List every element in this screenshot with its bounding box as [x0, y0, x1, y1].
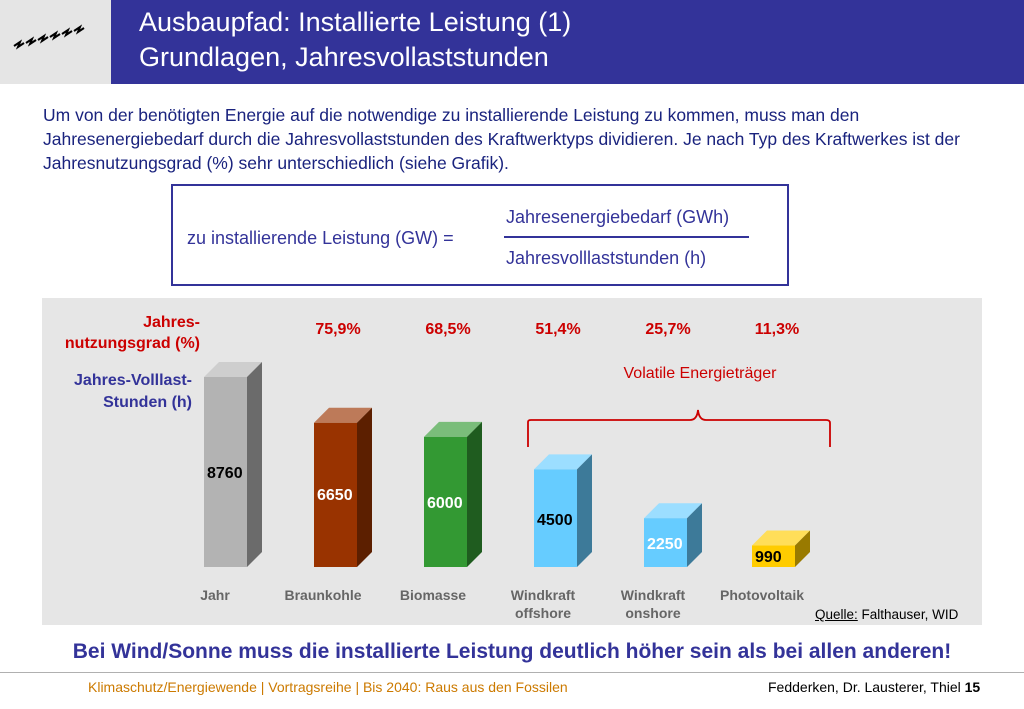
row-label-nutzungsgrad: nutzungsgrad (%) [65, 335, 200, 352]
bar-value-label: 8760 [207, 465, 243, 482]
bar-top [644, 503, 702, 519]
percent-label: 75,9% [315, 321, 360, 338]
intro-text: Um von der benötigten Energie auf die no… [43, 105, 960, 173]
volatile-label: Volatile Energieträger [624, 365, 778, 382]
bar-top [534, 454, 592, 470]
bar [204, 377, 247, 567]
bar-side [687, 503, 702, 567]
volatile-bracket [527, 409, 831, 447]
bar-side [577, 454, 592, 567]
row-label-volllast: Stunden (h) [103, 394, 192, 411]
bar [752, 545, 795, 567]
fraction-line [504, 236, 749, 238]
logo [0, 0, 111, 84]
formula-box: zu installierende Leistung (GW) = Jahres… [171, 184, 789, 286]
bar-value-label: 990 [755, 549, 782, 566]
footer-authors: Fedderken, Dr. Lausterer, Thiel 15 [768, 679, 980, 695]
bar-side [795, 530, 810, 567]
page-number: 15 [964, 679, 981, 695]
category-label: Biomasse [400, 587, 466, 603]
footer-authors-text: Fedderken, Dr. Lausterer, Thiel [768, 679, 965, 695]
percent-label: 11,3% [755, 321, 799, 338]
bar [314, 422, 357, 567]
bar-top [204, 362, 262, 377]
percent-label: 68,5% [425, 321, 470, 338]
bar-side [467, 421, 482, 567]
category-label: Windkraft [621, 587, 686, 603]
chart-background [42, 298, 982, 625]
row-label-volllast: Jahres-Volllast- [74, 372, 192, 389]
formula-numerator: Jahresenergiebedarf (GWh) [506, 207, 730, 227]
source-note: Quelle: Falthauser, WID [815, 607, 958, 622]
bar-side [247, 362, 262, 567]
bar-value-label: 6000 [427, 495, 463, 512]
page-subtitle: Grundlagen, Jahresvollaststunden [139, 42, 549, 72]
small-arrows-logo-icon [13, 24, 85, 50]
category-label: Braunkohle [284, 587, 361, 603]
bar-value-label: 2250 [647, 536, 683, 553]
category-label: offshore [515, 605, 571, 621]
header: Ausbaupfad: Installierte Leistung (1) Gr… [0, 0, 1024, 84]
bar-top [314, 407, 372, 423]
footer-series: Klimaschutz/Energiewende | Vortragsreihe… [88, 679, 568, 695]
percent-label: 25,7% [645, 321, 690, 338]
category-label: onshore [625, 605, 680, 621]
source-prefix: Quelle: [815, 607, 858, 622]
bar-side [357, 407, 372, 567]
category-label: Windkraft [511, 587, 576, 603]
percent-label: 51,4% [535, 321, 580, 338]
row-label-nutzungsgrad: Jahres- [143, 314, 200, 331]
footer-divider [0, 672, 1024, 673]
category-label: Jahr [200, 587, 230, 603]
source-text: Falthauser, WID [857, 607, 959, 622]
bar [534, 469, 577, 567]
conclusion-text: Bei Wind/Sonne muss die installierte Lei… [72, 640, 952, 663]
bar-value-label: 4500 [537, 512, 573, 529]
bar [644, 518, 687, 567]
bar-top [752, 530, 810, 546]
formula-denominator: Jahresvolllaststunden (h) [506, 248, 707, 268]
page-title: Ausbaupfad: Installierte Leistung (1) [139, 7, 572, 37]
bar [424, 436, 467, 567]
title-bar: Ausbaupfad: Installierte Leistung (1) Gr… [111, 0, 1024, 84]
category-label: Photovoltaik [720, 587, 804, 603]
formula-lhs: zu installierende Leistung (GW) = [187, 228, 454, 248]
bar-top [424, 421, 482, 437]
bar-value-label: 6650 [317, 487, 353, 504]
